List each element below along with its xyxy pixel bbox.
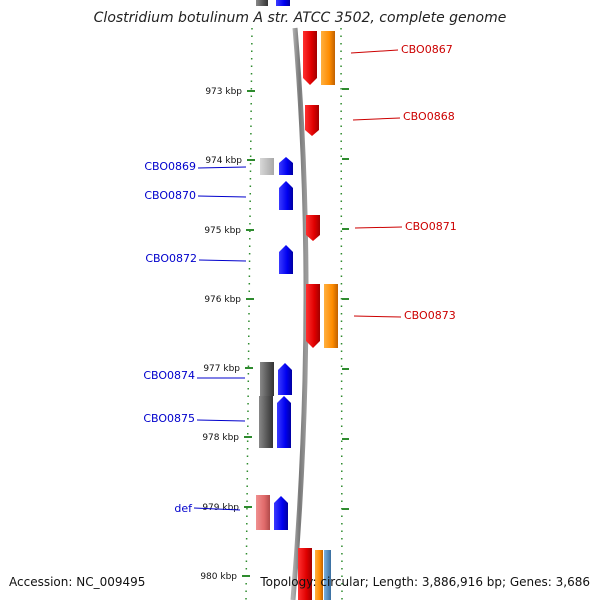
map-title: Clostridium botulinum A str. ATCC 3502, …: [93, 10, 507, 26]
label-leader-line: [350, 49, 399, 54]
gene-feature-bottom-orange[interactable]: [315, 550, 323, 600]
cds-feature-cbo0869[interactable]: [279, 157, 293, 175]
gene-label-cbo0871[interactable]: CBO0871: [405, 220, 457, 233]
gene-label-cbo0874[interactable]: CBO0874: [143, 369, 195, 382]
label-leader-line: [197, 166, 247, 169]
label-leader-line: [196, 419, 246, 422]
outer-axis-dashes: [342, 88, 349, 510]
cds-feature-cbo0870[interactable]: [279, 181, 293, 210]
gene-feature-top-gray[interactable]: [256, 0, 268, 6]
gene-feature-cbo0874[interactable]: [260, 362, 274, 396]
tick-label: 977 kbp: [203, 364, 240, 374]
gene-label-cbo0872[interactable]: CBO0872: [145, 252, 197, 265]
tick-marks: 973 kbp 974 kbp 975 kbp 976 kbp 977 kbp 978 k…: [200, 87, 255, 582]
gene-label-cbo0870[interactable]: CBO0870: [144, 189, 196, 202]
gene-feature-cbo0867[interactable]: [321, 31, 335, 85]
gene-label-def[interactable]: def: [174, 502, 193, 515]
gene-feature-cbo0869[interactable]: [260, 158, 274, 175]
tick-label: 975 kbp: [204, 226, 241, 236]
tick-label: 978 kbp: [202, 433, 239, 443]
cds-feature-top-blue[interactable]: [276, 0, 290, 6]
cds-feature-cbo0872[interactable]: [279, 245, 293, 274]
accession-text: Accession: NC_009495: [9, 575, 146, 589]
label-leader-line: [197, 195, 247, 198]
gene-label-cbo0873[interactable]: CBO0873: [404, 309, 456, 322]
gene-label-cbo0875[interactable]: CBO0875: [143, 412, 195, 425]
cds-feature-cbo0873[interactable]: [306, 284, 320, 348]
outer-dotted-axis: [340, 27, 343, 601]
topology-text: Topology: circular; Length: 3,886,916 bp…: [260, 575, 590, 589]
genome-backbone: [290, 27, 309, 601]
gene-label-cbo0869[interactable]: CBO0869: [144, 160, 196, 173]
cds-feature-cbo0868[interactable]: [305, 105, 319, 136]
tick-label: 980 kbp: [200, 572, 237, 582]
label-leader-line: [198, 259, 247, 262]
gene-label-cbo0867[interactable]: CBO0867: [401, 43, 453, 56]
tick-label: 973 kbp: [205, 87, 242, 97]
tick-label: 976 kbp: [204, 295, 241, 305]
gene-feature-def[interactable]: [256, 495, 270, 530]
label-leader-line: [354, 226, 403, 229]
rna-feature-bottom-steel[interactable]: [324, 550, 331, 600]
cds-feature-cbo0874[interactable]: [278, 363, 292, 395]
cds-feature-cbo0875[interactable]: [277, 396, 291, 448]
cds-feature-bottom-red[interactable]: [298, 548, 312, 600]
tick-label: 979 kbp: [202, 503, 239, 513]
tick-label: 974 kbp: [205, 156, 242, 166]
cds-feature-cbo0871[interactable]: [306, 215, 320, 241]
cds-feature-def[interactable]: [274, 496, 288, 530]
gene-feature-cbo0875[interactable]: [259, 396, 273, 448]
label-leader-line: [353, 315, 402, 318]
label-leader-line: [352, 117, 401, 121]
gene-labels: CBO0867 CBO0868 CBO0869 CBO0870 CBO0871 CBO08…: [143, 43, 456, 515]
cds-feature-cbo0867[interactable]: [303, 31, 317, 85]
label-leader-line: [193, 507, 241, 511]
gene-feature-cbo0873[interactable]: [324, 284, 338, 348]
gene-label-cbo0868[interactable]: CBO0868: [403, 110, 455, 123]
inner-dotted-axis: [245, 27, 253, 601]
